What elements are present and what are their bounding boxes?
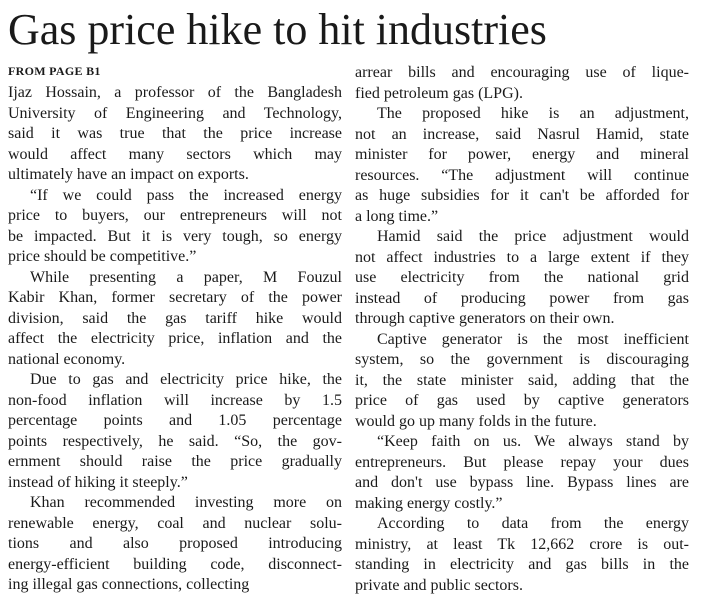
headline: Gas price hike to hit industries	[8, 5, 547, 54]
text-line: price to buyers, our entrepreneurs will …	[8, 207, 342, 224]
text-line: Captive generator is the most inefficien…	[377, 330, 689, 348]
text-line: According to data from the energy	[377, 515, 689, 532]
text-line: standing in electricity and gas bills in…	[355, 556, 689, 573]
column: arrear bills and encouraging use of liqu…	[355, 63, 689, 596]
text-line: non-food inflation will increase by 1.5	[8, 391, 342, 409]
text-line: private and public sectors.	[355, 576, 523, 594]
paragraph: Due to gas and electricity price hike, t…	[8, 370, 342, 493]
text-line: division, said the gas tariff hike would	[8, 309, 342, 327]
text-line: “Keep faith on us. We always stand by	[377, 433, 689, 450]
text-line: Due to gas and electricity price hike, t…	[30, 371, 342, 388]
text-line: tions and also proposed introducing	[8, 535, 342, 552]
text-line: arrear bills and encouraging use of liqu…	[355, 64, 689, 81]
text-line: national economy.	[8, 350, 126, 368]
text-line: entrepreneurs. But please repay your due…	[355, 453, 689, 471]
text-line: Hamid said the price adjustment would	[377, 228, 689, 245]
text-line: points respectively, he said. “So, the g…	[8, 432, 342, 450]
text-line: Khan recommended investing more on	[30, 494, 342, 511]
paragraph: Khan recommended investing more on renewa…	[8, 493, 342, 596]
kicker: FROM PAGE B1	[8, 64, 101, 78]
text-line: minister for power, energy and mineral	[355, 146, 689, 163]
text-line: through captive generators on their own.	[355, 310, 615, 327]
text-line: renewable energy, coal and nuclear solu-	[8, 514, 342, 532]
text-line: The proposed hike is an adjustment,	[377, 105, 689, 122]
text-line: “If we could pass the increased energy	[30, 186, 342, 204]
text-line: Ijaz Hossain, a professor of the Banglad…	[8, 84, 342, 101]
text-line: percentage points and 1.05 percentage	[8, 412, 342, 429]
column: Ijaz Hossain, a professor of the Banglad…	[8, 83, 342, 596]
text-line: making energy costly.”	[355, 494, 503, 512]
text-line: instead of producing power from gas	[355, 289, 689, 307]
text-line: it, the state minister said, adding that…	[355, 371, 689, 389]
text-line: ministry, at least Tk 12,662 crore is ou…	[355, 535, 689, 553]
text-line: and don't use bypass line. Bypass lines …	[355, 474, 689, 491]
text-line: price of gas used by captive generators	[355, 392, 689, 409]
paragraph: Hamid said the price adjustment would not…	[355, 227, 689, 330]
text-line: University of Engineering and Technology…	[8, 104, 342, 122]
text-line: would affect many sectors which may	[8, 145, 342, 163]
paragraph: Captive generator is the most inefficien…	[355, 330, 689, 433]
text-line: Kabir Khan, former secretary of the powe…	[8, 289, 342, 306]
text-line: use electricity from the national grid	[355, 269, 689, 286]
text-line: While presenting a paper, M Fouzul	[30, 268, 342, 286]
paragraph: According to data from the energy ministr…	[355, 514, 689, 596]
text-line: instead of hiking it steeply.”	[8, 473, 188, 491]
text-line: system, so the government is discouragin…	[355, 351, 689, 368]
text-line: as huge subsidies for it can't be afford…	[355, 187, 689, 204]
paragraph: arrear bills and encouraging use of liqu…	[355, 63, 689, 104]
paragraph: While presenting a paper, M Fouzul Kabir …	[8, 268, 342, 371]
text-line: fied petroleum gas (LPG).	[355, 84, 523, 102]
text-line: not affect industries to a large extent …	[355, 248, 689, 266]
text-line: said it was true that the price increase	[8, 125, 342, 142]
text-line: price should be competitive.”	[8, 248, 197, 265]
paragraph: “If we could pass the increased energy pr…	[8, 186, 342, 268]
text-line: energy-efficient building code, disconne…	[8, 555, 342, 573]
text-line: be impacted. But it is very tough, so en…	[8, 227, 342, 245]
paragraph: “Keep faith on us. We always stand by ent…	[355, 432, 689, 514]
text-line: ing illegal gas connections, collecting	[8, 576, 250, 593]
text-line: not an increase, said Nasrul Hamid, stat…	[355, 125, 689, 143]
text-line: affect the electricity price, inflation …	[8, 330, 342, 347]
text-line: ernment should raise the price gradually	[8, 453, 342, 470]
paragraph: Ijaz Hossain, a professor of the Banglad…	[8, 83, 342, 186]
paragraph: The proposed hike is an adjustment, not a…	[355, 104, 689, 227]
text-line: would go up many folds in the future.	[355, 412, 597, 430]
text-line: ultimately have an impact on exports.	[8, 166, 249, 183]
text-line: resources. “The adjustment will continue	[355, 166, 689, 184]
text-line: a long time.”	[355, 207, 439, 225]
